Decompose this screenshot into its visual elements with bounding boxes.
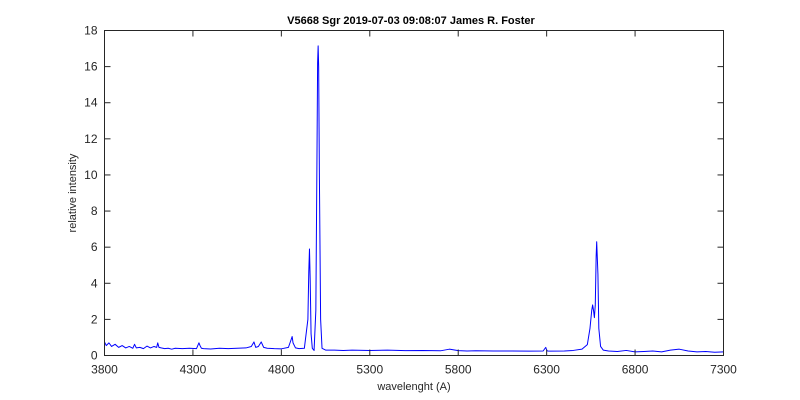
y-tick-label: 6 — [91, 240, 98, 254]
y-tick-label: 16 — [84, 60, 98, 74]
x-tick-label: 5800 — [445, 363, 472, 377]
x-tick-label: 3800 — [91, 363, 118, 377]
x-axis-label: wavelenght (A) — [376, 381, 450, 393]
x-axis: 3800 4300 4800 5300 5800 6300 6800 7300 — [91, 30, 737, 377]
spectrum-line — [104, 45, 724, 353]
x-tick-label: 7300 — [710, 363, 737, 377]
x-tick-label: 5300 — [356, 363, 383, 377]
y-tick-label: 10 — [84, 168, 98, 182]
y-tick-label: 18 — [84, 24, 98, 38]
plot-area — [104, 30, 724, 356]
y-tick-label: 8 — [91, 204, 98, 218]
y-tick-label: 4 — [91, 276, 98, 290]
y-tick-label: 14 — [84, 96, 98, 110]
y-axis: 0 2 4 6 8 10 12 14 16 18 — [84, 24, 724, 363]
axes-frame — [104, 30, 724, 356]
y-axis-label: relative intensity — [67, 153, 79, 232]
y-tick-label: 12 — [84, 132, 98, 146]
y-tick-label: 0 — [91, 349, 98, 363]
x-tick-label: 6800 — [622, 363, 649, 377]
x-tick-label: 6300 — [533, 363, 560, 377]
y-tick-label: 2 — [91, 312, 98, 326]
chart-title: V5668 Sgr 2019-07-03 09:08:07 James R. F… — [287, 15, 535, 27]
x-tick-label: 4300 — [180, 363, 207, 377]
x-tick-label: 4800 — [268, 363, 295, 377]
